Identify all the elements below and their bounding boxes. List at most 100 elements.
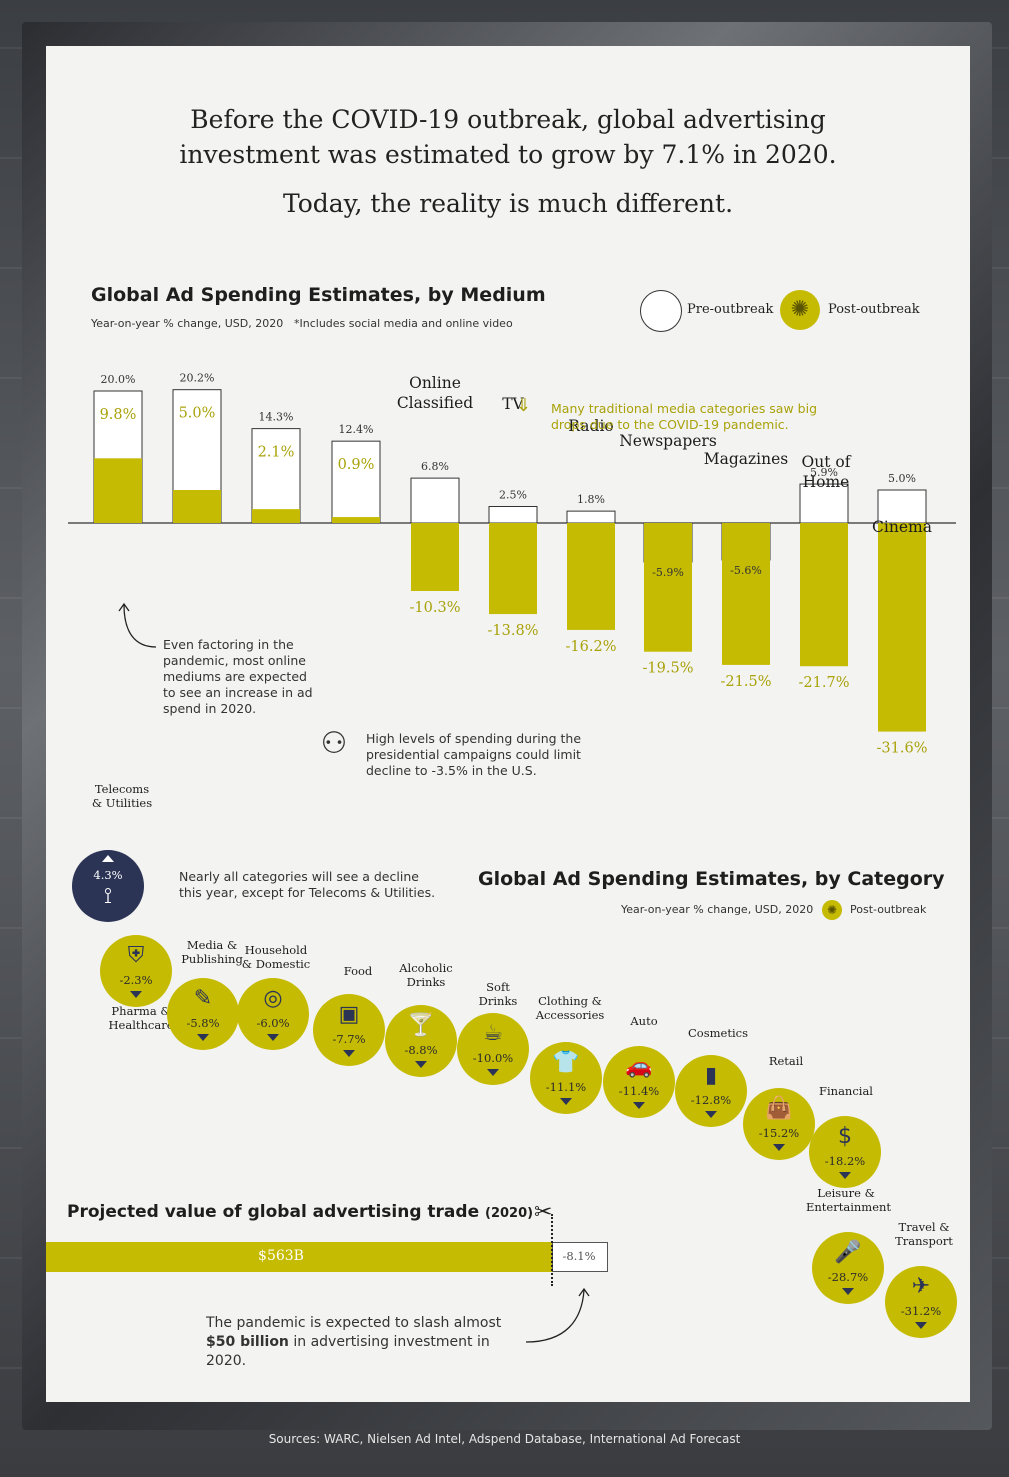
triangle-down-icon <box>839 1172 851 1179</box>
medium-chart-subtitle: Year-on-year % change, USD, 2020 <box>91 317 284 330</box>
triangle-down-icon <box>415 1061 427 1068</box>
medium-bar-chart: 20.0%9.8%SocialMedia20.2%5.0%OnlineVideo… <box>68 372 956 757</box>
category-label: Radio <box>568 417 613 435</box>
post-value-label: -13.8% <box>488 623 539 639</box>
pre-value-label: 20.0% <box>101 373 136 386</box>
down-arrows-icon: ⇓ <box>516 395 532 416</box>
category-name-label: Food <box>343 964 373 978</box>
category-bubble: -12.8% ▮ <box>675 1055 747 1127</box>
pre-bar-out-of-home <box>799 483 849 524</box>
post-bar-magazines <box>722 523 770 665</box>
category-pct-label: -18.2% <box>824 1154 866 1168</box>
post-value-label: -21.5% <box>721 674 772 690</box>
category-name-label: Retail <box>768 1054 804 1068</box>
pre-value-label: 12.4% <box>339 423 374 436</box>
category-bubble: -6.0% ◎ <box>237 978 309 1050</box>
category-pct-label: 4.3% <box>93 868 123 882</box>
cocktail-icon: 🍸 <box>407 1013 435 1038</box>
tshirt-icon: 👕 <box>552 1050 580 1075</box>
legend-pre-swatch <box>640 290 682 332</box>
post-value-label: -19.5% <box>643 661 694 677</box>
headline-line-1: Before the COVID-19 outbreak, global adv… <box>190 105 826 134</box>
dollar-cycle-icon: $ <box>838 1124 852 1149</box>
post-bar-cinema <box>878 523 926 732</box>
post-value-label: 0.9% <box>338 457 375 473</box>
post-value-label: -16.2% <box>566 639 617 655</box>
pre-value-label: 14.3% <box>259 411 294 424</box>
triangle-down-icon <box>705 1111 717 1118</box>
category-name-label: Media & Publishing <box>181 938 243 966</box>
category-annotation: Nearly all categories will see a decline… <box>179 869 436 900</box>
pre-bar-search <box>331 440 381 524</box>
pre-bar-radio <box>566 510 616 524</box>
shopping-bag-icon: 👜 <box>765 1096 793 1121</box>
category-bubble: -5.8% ✎ <box>167 978 239 1050</box>
category-pct-label: -8.8% <box>404 1043 438 1057</box>
trade-annotation-pre: The pandemic is expected to slash almost <box>206 1315 502 1331</box>
shield-cross-icon: ⛨ <box>127 943 145 968</box>
us-campaign-annotation: High levels of spending during the presi… <box>366 731 582 778</box>
category-name-label: Soft Drinks <box>478 980 518 1008</box>
triangle-up-icon <box>102 855 114 862</box>
category-label: Classified <box>397 394 473 412</box>
category-pct-label: -15.2% <box>758 1126 800 1140</box>
cup-icon: ☕ <box>483 1021 503 1046</box>
triangle-down-icon <box>130 991 142 998</box>
medium-chart-footnote: *Includes social media and online video <box>294 317 513 330</box>
category-bubble: -15.2% 👜 <box>743 1088 815 1160</box>
category-pct-label: -7.7% <box>332 1032 366 1046</box>
pre-value-label: 2.5% <box>499 489 527 502</box>
lipstick-icon: ▮ <box>704 1063 718 1088</box>
post-bar-newspapers <box>644 523 692 652</box>
category-name-label: Telecoms & Utilities <box>91 782 153 810</box>
post-value-label: 2.1% <box>258 445 295 461</box>
triangle-down-icon <box>487 1069 499 1076</box>
cut-line <box>551 1214 553 1286</box>
category-label: Magazines <box>704 450 789 468</box>
pre-bar-tv <box>488 506 538 524</box>
category-bubble: -18.2% $ <box>809 1116 881 1188</box>
post-bar-search <box>332 517 380 523</box>
trade-title-text: Projected value of global advertising tr… <box>67 1202 480 1222</box>
airplane-icon: ✈ <box>911 1274 931 1299</box>
triangle-down-icon <box>773 1144 785 1151</box>
trade-annotation-bold: $50 billion <box>206 1334 289 1350</box>
category-pct-label: -28.7% <box>827 1270 869 1284</box>
category-name-label: Travel & Transport <box>895 1220 953 1248</box>
category-name-label: Household & Domestic <box>241 943 311 971</box>
sources-footer: Sources: WARC, Nielsen Ad Intel, Adspend… <box>268 1432 741 1446</box>
category-bubble: -7.7% ▣ <box>313 994 385 1066</box>
post-bar-online-classified <box>411 523 459 591</box>
post-value-label: 9.8% <box>100 407 137 423</box>
category-name-label: Alcoholic Drinks <box>399 961 453 989</box>
toilet-roll-icon: ◎ <box>263 986 283 1011</box>
category-label: TV <box>502 395 524 413</box>
trade-value-label: $563B <box>258 1248 304 1264</box>
pre-value-label: 20.2% <box>180 372 215 385</box>
category-label: Newspapers <box>619 432 717 450</box>
pre-value-label: -5.9% <box>652 566 684 579</box>
triangle-down-icon <box>915 1322 927 1329</box>
online-mediums-annotation: Even factoring in the pandemic, most onl… <box>163 637 313 716</box>
trade-annotation: The pandemic is expected to slash almost… <box>206 1314 526 1371</box>
category-pct-label: -5.8% <box>186 1016 220 1030</box>
antenna-icon: ⟟ <box>103 884 113 909</box>
category-pct-label: -31.2% <box>900 1304 942 1318</box>
headline-line-3: Today, the reality is much different. <box>282 189 734 218</box>
category-legend-post-label: Post-outbreak <box>850 903 927 916</box>
category-pct-label: -10.0% <box>472 1051 514 1065</box>
medium-chart-title: Global Ad Spending Estimates, by Medium <box>91 284 546 306</box>
pre-value-label: 5.9% <box>810 466 838 479</box>
food-box-icon: ▣ <box>338 1002 360 1027</box>
legend-post-virus-icon: ✺ <box>822 900 842 920</box>
category-label: Cinema <box>872 518 932 536</box>
podium-audience-icon: ⚇ <box>320 726 348 761</box>
post-bar-online-video <box>173 490 221 523</box>
triangle-down-icon <box>560 1098 572 1105</box>
trade-title: Projected value of global advertising tr… <box>67 1202 533 1222</box>
category-bubble: -31.2% ✈ <box>885 1266 957 1338</box>
pre-bar-online-classified <box>410 477 460 524</box>
category-bubble: -11.4% 🚗 <box>603 1046 675 1118</box>
triangle-down-icon <box>197 1034 209 1041</box>
category-name-label: Financial <box>819 1084 873 1098</box>
